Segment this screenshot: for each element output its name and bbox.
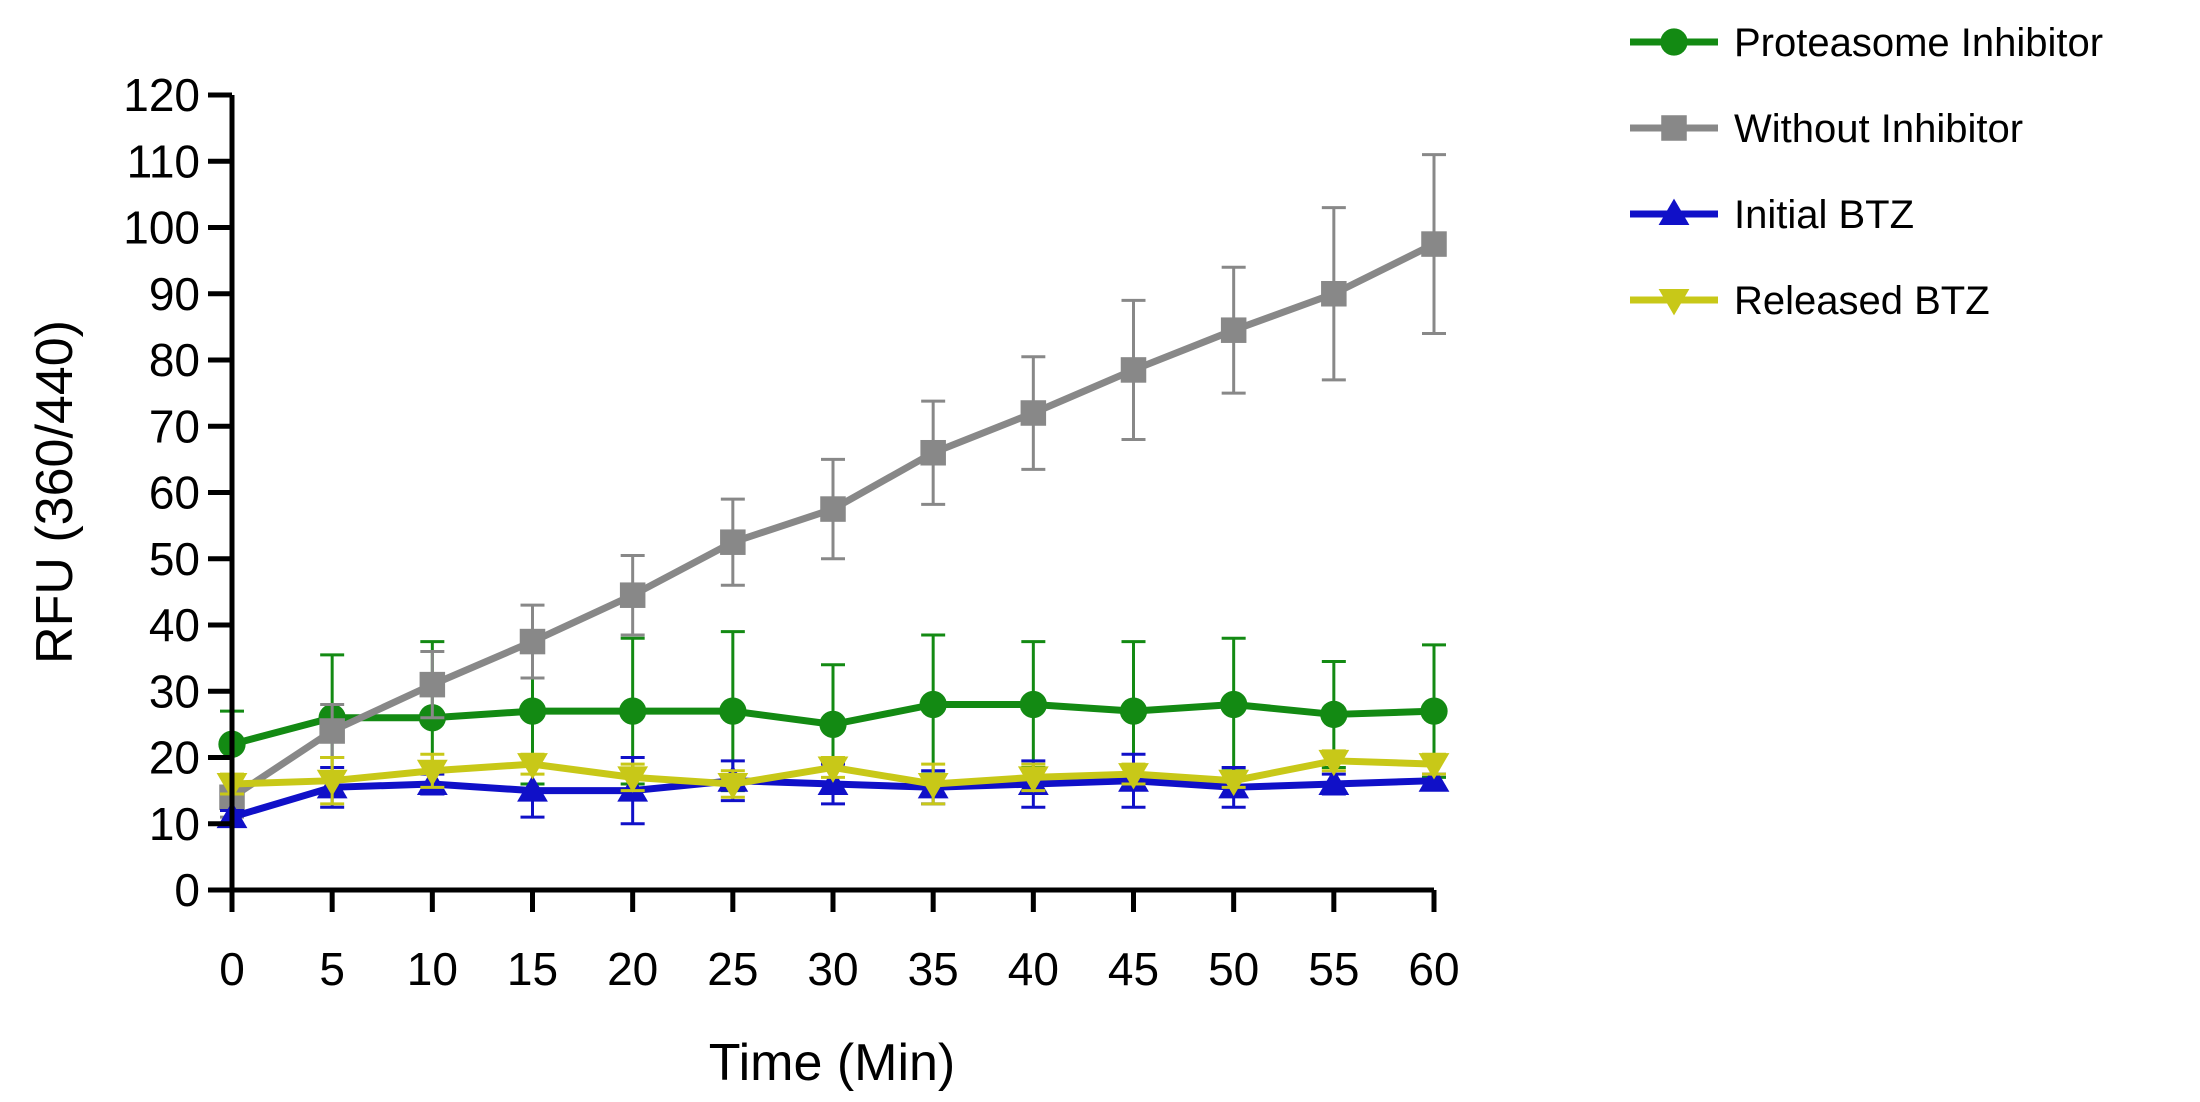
- data-point: [518, 697, 547, 725]
- data-point: [517, 753, 548, 780]
- x-tick-label: 5: [319, 943, 345, 995]
- data-point: [1318, 749, 1350, 777]
- data-point: [1020, 400, 1047, 426]
- x-tick-label: 50: [1208, 943, 1259, 995]
- x-axis-title: Time (Min): [709, 1034, 956, 1092]
- legend-marker: [1661, 115, 1687, 141]
- data-point: [719, 697, 747, 725]
- data-point: [519, 628, 546, 655]
- data-point: [1418, 753, 1450, 780]
- axes: 0 10 20 30 40 50 60 70 80 90 100 110 120 0 5 10 15 20 25 3…: [123, 69, 1459, 995]
- legend-marker: [1660, 28, 1688, 56]
- y-tick-label: 50: [149, 533, 200, 585]
- data-point: [917, 773, 949, 800]
- x-tick-label: 35: [908, 943, 959, 995]
- y-tick-label: 60: [149, 467, 200, 519]
- data-point: [919, 690, 947, 719]
- data-point: [1019, 690, 1047, 719]
- x-tick-label: 15: [507, 943, 558, 995]
- legend-item: Proteasome Inhibitor: [1630, 21, 2103, 65]
- data-point: [920, 439, 946, 466]
- data-point: [619, 697, 647, 725]
- data-point: [1420, 697, 1448, 725]
- data-point: [1421, 231, 1447, 257]
- data-point: [619, 582, 646, 608]
- y-tick-label: 0: [174, 864, 200, 916]
- legend-marker: [1658, 198, 1690, 225]
- series-without-inhibitor: [219, 153, 1447, 819]
- series-released-btz: [216, 749, 1450, 806]
- x-tick-label: 45: [1108, 943, 1159, 995]
- y-tick-label: 110: [127, 135, 200, 187]
- y-ticks: 0 10 20 30 40 50 60 70 80 90 100 110 120: [123, 69, 232, 916]
- y-tick-label: 40: [149, 599, 200, 651]
- data-point: [819, 710, 847, 739]
- plot-area: [216, 153, 1450, 829]
- y-tick-label: 70: [149, 400, 200, 452]
- legend-label: Without Inhibitor: [1734, 107, 2023, 151]
- data-point: [1120, 357, 1147, 383]
- data-point: [1220, 690, 1248, 719]
- data-point: [1318, 768, 1350, 795]
- y-tick-label: 80: [149, 334, 200, 386]
- data-point: [820, 496, 846, 522]
- data-point: [517, 775, 548, 802]
- legend-label: Proteasome Inhibitor: [1734, 21, 2103, 65]
- y-tick-label: 20: [149, 732, 200, 784]
- x-tick-label: 10: [407, 943, 458, 995]
- x-tick-label: 30: [807, 943, 858, 995]
- data-point: [416, 759, 448, 787]
- data-point: [419, 671, 446, 698]
- legend-marker: [1658, 289, 1690, 316]
- data-point: [1118, 763, 1149, 790]
- x-tick-label: 40: [1008, 943, 1059, 995]
- data-point: [319, 718, 345, 744]
- data-point: [1218, 769, 1250, 797]
- x-tick-label: 25: [707, 943, 758, 995]
- x-tick-label: 20: [607, 943, 658, 995]
- data-point: [1119, 697, 1148, 725]
- y-tick-label: 90: [149, 268, 200, 320]
- data-point: [1017, 766, 1049, 793]
- data-point: [617, 766, 649, 793]
- legend-label: Released BTZ: [1734, 279, 1990, 323]
- x-tick-label: 55: [1308, 943, 1359, 995]
- legend: Proteasome Inhibitor Without Inhibitor Ini…: [1630, 21, 2103, 323]
- data-point: [316, 769, 348, 797]
- x-tick-label: 60: [1408, 943, 1459, 995]
- y-tick-label: 120: [123, 69, 200, 121]
- y-tick-label: 30: [149, 665, 200, 717]
- legend-label: Initial BTZ: [1734, 193, 1914, 237]
- data-point: [720, 529, 746, 555]
- y-tick-label: 100: [123, 202, 200, 254]
- x-ticks: 0 5 10 15 20 25 30 35 40 45 50 55 60: [219, 890, 1460, 995]
- legend-item: Initial BTZ: [1630, 193, 1914, 237]
- y-axis-title: RFU (360/440): [26, 320, 84, 664]
- legend-item: Released BTZ: [1630, 279, 1990, 323]
- data-point: [1321, 280, 1347, 307]
- data-point: [1220, 317, 1247, 343]
- x-tick-label: 0: [219, 943, 245, 995]
- legend-item: Without Inhibitor: [1630, 107, 2023, 151]
- data-point: [717, 773, 749, 800]
- y-tick-label: 10: [149, 798, 200, 850]
- data-point: [817, 756, 849, 783]
- data-point: [1320, 700, 1348, 729]
